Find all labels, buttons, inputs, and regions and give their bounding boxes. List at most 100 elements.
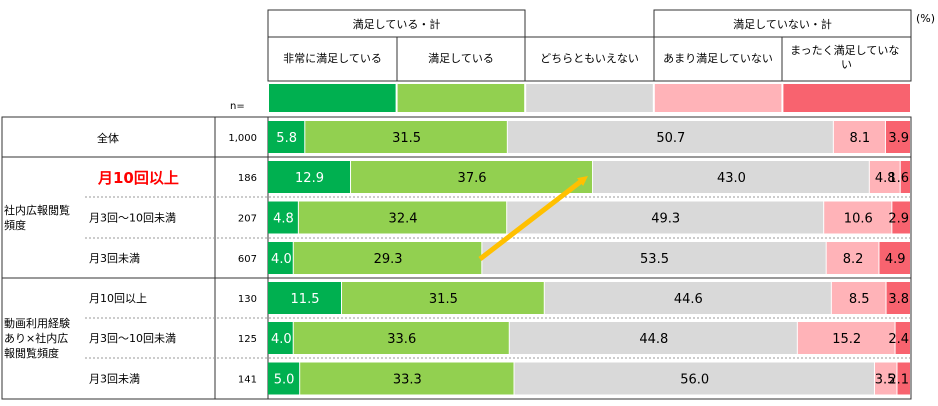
bar-segment bbox=[268, 161, 351, 193]
section-label-all: 全体 bbox=[97, 131, 119, 145]
bar-segment bbox=[797, 322, 895, 354]
bar-segment bbox=[826, 242, 879, 274]
group-satisfied-label: 満足している・計 bbox=[353, 17, 441, 31]
row-label: 月3回～10回未満 bbox=[89, 212, 176, 225]
n-label: n= bbox=[230, 101, 245, 112]
bar-segment bbox=[886, 282, 910, 314]
data-label: 5.8 bbox=[276, 131, 297, 146]
legend-label-box bbox=[267, 36, 912, 82]
bar-segment bbox=[268, 121, 305, 153]
data-label: 4.9 bbox=[885, 252, 906, 267]
bar-segment bbox=[305, 121, 507, 153]
data-label: 1.6 bbox=[888, 171, 909, 186]
bar-segment bbox=[874, 362, 897, 395]
legend-swatch bbox=[269, 84, 396, 112]
bar-segment bbox=[268, 201, 298, 234]
legend-swatch bbox=[783, 84, 910, 112]
legend-label-neutral: どちらともいえない bbox=[540, 52, 639, 65]
data-label: 4.0 bbox=[271, 332, 292, 347]
data-label: 32.4 bbox=[389, 212, 418, 227]
legend-swatch bbox=[397, 84, 525, 112]
section-label-frequency: 社内広報閲覧 頻度 bbox=[4, 203, 74, 232]
section-label-frequency-line1: 社内広報閲覧 bbox=[4, 203, 70, 217]
data-label: 8.2 bbox=[843, 252, 864, 267]
data-label: 56.0 bbox=[680, 373, 709, 388]
data-label: 31.5 bbox=[429, 292, 458, 307]
bar-segment bbox=[342, 282, 544, 314]
bar-segment bbox=[831, 282, 886, 314]
data-label: 2.1 bbox=[888, 373, 909, 388]
row-n: 125 bbox=[238, 334, 257, 345]
data-label: 49.3 bbox=[651, 212, 680, 227]
bar-segment bbox=[300, 362, 514, 395]
bar-segment bbox=[892, 201, 910, 234]
group-unsatisfied-label: 満足していない・計 bbox=[733, 17, 832, 31]
bar-segment bbox=[268, 322, 293, 354]
data-label: 10.6 bbox=[844, 212, 873, 227]
row-n: 130 bbox=[238, 294, 257, 305]
data-label: 8.1 bbox=[850, 131, 871, 146]
bar-segment bbox=[824, 201, 892, 234]
bar-segment bbox=[482, 242, 826, 274]
data-label: 43.0 bbox=[717, 171, 746, 186]
row-label: 月3回未満 bbox=[89, 252, 140, 265]
row-label: 月3回～10回未満 bbox=[89, 332, 176, 345]
data-label: 44.8 bbox=[639, 332, 668, 347]
bar-segment bbox=[869, 161, 900, 193]
bar-segment bbox=[514, 362, 874, 395]
legend-label-satisfied: 満足している bbox=[428, 52, 494, 65]
row-n: 141 bbox=[238, 375, 257, 386]
data-label: 31.5 bbox=[392, 131, 421, 146]
data-label: 50.7 bbox=[656, 131, 685, 146]
row-n: 1,000 bbox=[228, 133, 257, 144]
data-label: 4.0 bbox=[271, 252, 292, 267]
data-label: 12.9 bbox=[295, 171, 324, 186]
data-label: 33.3 bbox=[393, 373, 422, 388]
data-label: 3.5 bbox=[875, 373, 896, 388]
section-label-video-line2: あり×社内広 bbox=[4, 331, 68, 345]
bar-segment bbox=[879, 242, 910, 274]
legend-label-very-unsatisfied-line1: まったく満足していな bbox=[790, 44, 899, 57]
bar-segment bbox=[268, 242, 293, 274]
section-label-video: 動画利用経験 あり×社内広 報閲覧頻度 bbox=[4, 316, 74, 360]
legend-label-very-unsatisfied: まったく満足していな い bbox=[790, 44, 903, 71]
bar-segment bbox=[895, 322, 910, 354]
table-border bbox=[1, 116, 912, 400]
legend-swatch bbox=[526, 84, 653, 112]
data-label: 4.8 bbox=[875, 171, 896, 186]
legend-swatches bbox=[269, 84, 910, 112]
data-label: 37.6 bbox=[458, 171, 487, 186]
bar-segment bbox=[293, 242, 482, 274]
bar-segment bbox=[268, 362, 300, 395]
data-label: 11.5 bbox=[291, 292, 320, 307]
trend-arrow bbox=[478, 175, 588, 261]
bar-segment bbox=[268, 282, 342, 314]
data-label: 5.0 bbox=[274, 373, 295, 388]
data-label: 53.5 bbox=[640, 252, 669, 267]
legend-header: 満足している・計 満足していない・計 (%) 非常に満足している 満足している … bbox=[230, 9, 935, 112]
section-label-frequency-line2: 頻度 bbox=[4, 218, 26, 232]
data-label: 3.8 bbox=[888, 292, 909, 307]
section-label-video-line3: 報閲覧頻度 bbox=[4, 346, 59, 360]
data-label: 33.6 bbox=[387, 332, 416, 347]
row-label: 月10回以上 bbox=[89, 292, 147, 305]
row-n: 607 bbox=[238, 254, 257, 265]
data-label: 29.3 bbox=[374, 252, 403, 267]
data-label: 15.2 bbox=[832, 332, 861, 347]
data-label: 44.6 bbox=[674, 292, 703, 307]
unit-label: (%) bbox=[916, 12, 935, 25]
section-label-video-line1: 動画利用経験 bbox=[4, 316, 70, 330]
row-n: 186 bbox=[238, 173, 257, 184]
data-label: 8.5 bbox=[849, 292, 870, 307]
bar-segment bbox=[833, 121, 885, 153]
bar-segment bbox=[507, 121, 833, 153]
bar-segment bbox=[885, 121, 910, 153]
bar-rows: 1,000 5.8 31.5 50.7 8.1 3.9 月10回以上 186 12.9 37.6 4… bbox=[89, 121, 910, 395]
legend-label-very-unsatisfied-line2: い bbox=[841, 58, 852, 71]
bar-segment bbox=[351, 161, 593, 193]
legend-label-very-satisfied: 非常に満足している bbox=[283, 52, 382, 65]
bar-segment bbox=[293, 322, 509, 354]
bar-segment bbox=[897, 362, 910, 395]
legend-label-unsatisfied: あまり満足していない bbox=[663, 52, 773, 65]
